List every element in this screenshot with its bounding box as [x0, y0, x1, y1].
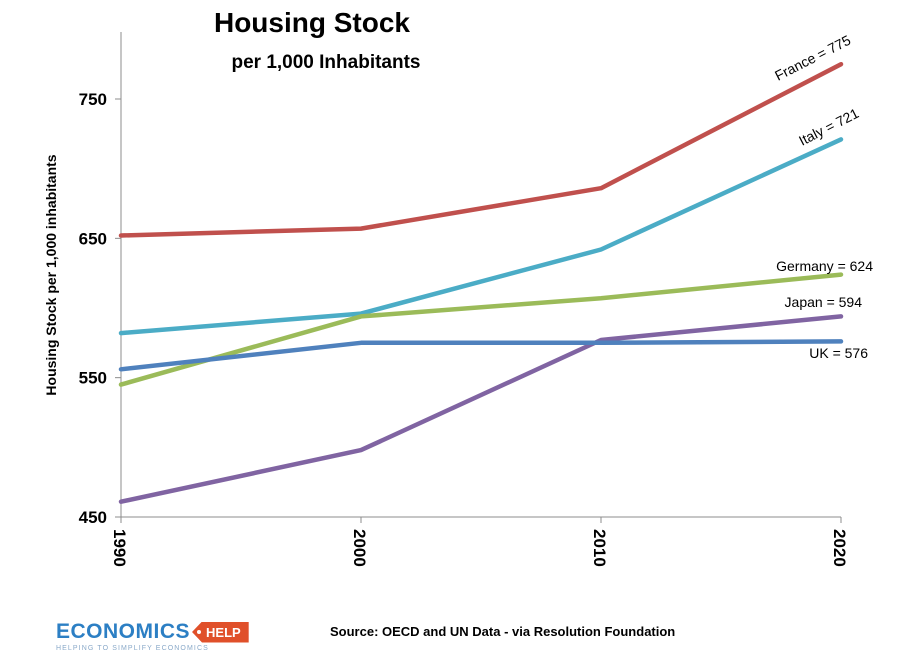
- axes: 450 550 650 750 1990 2000 2010 2020: [79, 32, 849, 567]
- chart-title: Housing Stock: [214, 7, 410, 38]
- series-lines: [118, 61, 844, 504]
- logo-tag-text: HELP: [206, 624, 241, 640]
- series-line-germany: [118, 272, 844, 387]
- x-tick-label: 1990: [110, 529, 129, 567]
- series-line-france: [118, 61, 844, 238]
- series-labels: France = 775 Italy = 721 Germany = 624 Japa…: [772, 32, 873, 361]
- series-line-uk: [118, 339, 844, 372]
- data-label-germany: Germany = 624: [776, 258, 873, 274]
- data-label-uk: UK = 576: [809, 345, 868, 361]
- logo-tag: HELP: [192, 621, 249, 643]
- data-label-japan: Japan = 594: [785, 294, 863, 310]
- y-tick-label: 750: [79, 90, 107, 109]
- source-note: Source: OECD and UN Data - via Resolutio…: [330, 624, 676, 639]
- chart-subtitle: per 1,000 Inhabitants: [231, 52, 420, 73]
- series-line-japan: [118, 314, 844, 504]
- x-tick-label: 2010: [590, 529, 609, 567]
- y-tick-label: 550: [79, 369, 107, 388]
- economics-help-logo: ECONOMICS HELP HELPING TO SIMPLIFY ECONOM…: [56, 620, 249, 652]
- y-axis-label: Housing Stock per 1,000 inhabitants: [43, 154, 59, 395]
- logo-tagline: HELPING TO SIMPLIFY ECONOMICS: [56, 645, 209, 652]
- data-label-france: France = 775: [772, 32, 853, 84]
- series-line-italy: [118, 137, 844, 336]
- y-tick-label: 450: [79, 508, 107, 527]
- data-label-italy: Italy = 721: [796, 105, 861, 149]
- logo-wordmark: ECONOMICS: [56, 620, 191, 643]
- y-tick-label: 650: [79, 229, 107, 248]
- x-tick-label: 2000: [350, 529, 369, 567]
- x-tick-label: 2020: [830, 529, 849, 567]
